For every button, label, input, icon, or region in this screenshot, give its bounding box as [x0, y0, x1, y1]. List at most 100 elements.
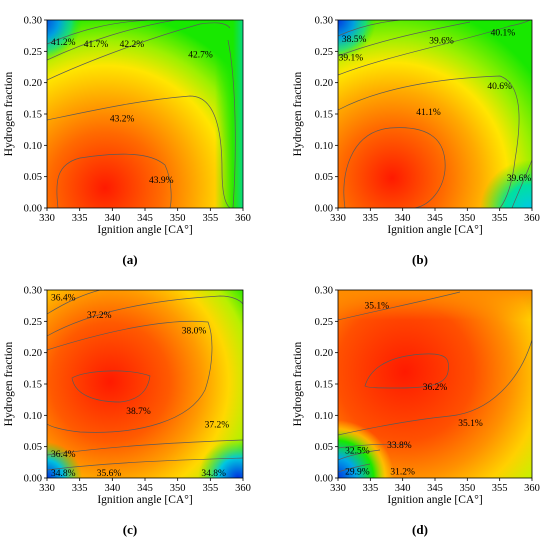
x-tick-label: 335 — [72, 213, 88, 224]
contour-label: 37.2% — [205, 421, 230, 431]
x-axis-label-d: Ignition angle [CA°] — [387, 494, 482, 506]
x-tick-label: 345 — [427, 213, 443, 224]
y-tick-label: 0.20 — [315, 348, 333, 359]
contour-label: 38.5% — [342, 35, 367, 45]
x-tick-label: 345 — [427, 483, 443, 494]
x-tick-label: 330 — [330, 213, 346, 224]
x-tick-label: 340 — [104, 483, 120, 494]
y-tick-label: 0.20 — [24, 78, 42, 89]
y-tick-label: 0.05 — [24, 442, 42, 453]
x-tick-label: 335 — [362, 483, 378, 494]
panel-b: 330 335 340 345 350 355 360 0.00 0.05 0.10 0.15 0.2… — [292, 16, 540, 268]
heatmap-d — [338, 290, 532, 478]
contour-label: 31.2% — [390, 468, 415, 478]
contour-label: 34.8% — [201, 469, 226, 479]
contour-label: 35.6% — [97, 469, 122, 479]
contour-label: 42.2% — [120, 40, 145, 50]
contour-labels-d: 35.1% 36.2% 35.1% 33.8% 32.5% 29.9% 31.2% — [345, 302, 483, 478]
heatmap-c — [47, 290, 243, 478]
contour-label: 36.2% — [423, 383, 448, 393]
contour-labels-b: 38.5% 39.1% 39.6% 40.1% 40.6% 41.1% 39.6% — [339, 29, 532, 184]
x-tick-label: 335 — [72, 483, 88, 494]
y-tick-label: 0.25 — [24, 47, 42, 58]
y-tick-label: 0.05 — [315, 442, 333, 453]
panel-d: 330 335 340 345 350 355 360 0.00 0.05 0.10 0.15 0.2… — [292, 286, 540, 538]
x-tick-label: 330 — [39, 213, 55, 224]
contour-label: 41.1% — [416, 108, 441, 118]
x-tick-label: 360 — [235, 483, 251, 494]
x-tick-label: 360 — [524, 213, 540, 224]
x-axis-label-c: Ignition angle [CA°] — [97, 494, 192, 506]
heatmap-a — [47, 20, 243, 208]
contour-label: 42.7% — [188, 50, 213, 60]
contour-label: 43.2% — [110, 114, 135, 124]
x-tick-label: 355 — [202, 483, 218, 494]
contour-label: 32.5% — [345, 446, 370, 456]
heatmap-b — [338, 20, 532, 208]
x-tick-label: 350 — [459, 213, 475, 224]
contour-label: 36.4% — [51, 294, 76, 304]
y-tick-label: 0.30 — [315, 286, 333, 297]
x-tick-label: 350 — [170, 483, 186, 494]
y-tick-label: 0.00 — [315, 204, 333, 215]
contours-a — [47, 20, 236, 208]
contour-label: 39.6% — [507, 174, 532, 184]
panel-caption-c: (c) — [123, 522, 137, 537]
ticks-c: 330 335 340 345 350 355 360 0.00 0.05 0.10 0.15 0.2… — [24, 286, 251, 495]
contour-labels-a: 41.2% 41.7% 42.2% 42.7% 43.2% 43.9% — [51, 38, 213, 186]
contour-label: 41.7% — [84, 40, 109, 50]
y-tick-label: 0.25 — [24, 317, 42, 328]
contour-label: 34.8% — [51, 469, 76, 479]
y-tick-label: 0.30 — [315, 16, 333, 27]
ticks-b: 330 335 340 345 350 355 360 0.00 0.05 0.10 0.15 0.2… — [315, 16, 540, 225]
x-tick-label: 360 — [235, 213, 251, 224]
panel-caption-d: (d) — [412, 522, 428, 537]
y-tick-label: 0.10 — [24, 141, 42, 152]
y-axis-label-b: Hydrogen fraction — [292, 71, 304, 156]
contour-label: 29.9% — [345, 468, 370, 478]
y-tick-label: 0.20 — [24, 348, 42, 359]
x-tick-label: 340 — [395, 213, 411, 224]
y-tick-label: 0.05 — [24, 172, 42, 183]
contour-label: 43.9% — [149, 176, 174, 186]
contour-label: 37.2% — [87, 311, 112, 321]
y-tick-label: 0.00 — [315, 474, 333, 485]
y-tick-label: 0.15 — [24, 380, 42, 391]
x-tick-label: 355 — [492, 213, 508, 224]
y-tick-label: 0.15 — [315, 110, 333, 121]
contours-d — [338, 291, 532, 473]
ticks-a: 330 335 340 345 350 355 360 0.00 0.05 0.10 0.15 0.2… — [24, 16, 251, 225]
contour-label: 35.1% — [458, 419, 483, 429]
x-axis-label-a: Ignition angle [CA°] — [97, 224, 192, 236]
contour-label: 35.1% — [365, 302, 390, 312]
x-tick-label: 335 — [362, 213, 378, 224]
x-tick-label: 345 — [137, 483, 153, 494]
x-tick-label: 330 — [330, 483, 346, 494]
x-tick-label: 340 — [395, 483, 411, 494]
contour-label: 39.6% — [429, 37, 454, 47]
contour-labels-c: 36.4% 37.2% 38.0% 38.7% 37.2% 36.4% 34.8% 35.6%… — [51, 294, 229, 479]
contour-label: 36.4% — [51, 450, 76, 460]
y-tick-label: 0.00 — [24, 474, 42, 485]
panel-c: 330 335 340 345 350 355 360 0.00 0.05 0.10 0.15 0.2… — [3, 286, 251, 538]
contour-label: 38.7% — [126, 407, 151, 417]
y-tick-label: 0.15 — [24, 110, 42, 121]
panel-caption-b: (b) — [412, 252, 428, 267]
x-tick-label: 360 — [524, 483, 540, 494]
y-axis-label-a: Hydrogen fraction — [3, 71, 15, 156]
panel-a: 330 335 340 345 350 355 360 0.00 0.05 0.10 0.15 0.2… — [3, 16, 251, 268]
y-axis-label-c: Hydrogen fraction — [3, 341, 15, 426]
y-axis-label-d: Hydrogen fraction — [292, 341, 304, 426]
panel-caption-a: (a) — [122, 252, 137, 267]
contours-c — [47, 290, 243, 471]
y-tick-label: 0.30 — [24, 16, 42, 27]
x-axis-label-b: Ignition angle [CA°] — [387, 224, 482, 236]
y-tick-label: 0.05 — [315, 172, 333, 183]
ticks-d: 330 335 340 345 350 355 360 0.00 0.05 0.10 0.15 0.2… — [315, 286, 540, 495]
y-tick-label: 0.15 — [315, 380, 333, 391]
contour-label: 41.2% — [51, 38, 76, 48]
y-tick-label: 0.25 — [315, 47, 333, 58]
y-tick-label: 0.10 — [315, 141, 333, 152]
contour-label: 40.1% — [491, 29, 516, 39]
